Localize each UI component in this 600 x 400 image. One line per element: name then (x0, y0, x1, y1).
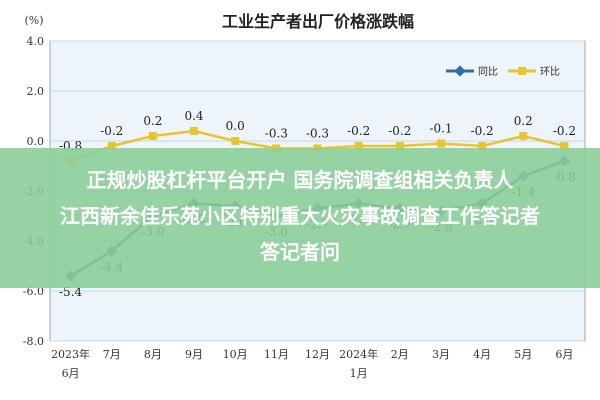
x-tick-label-line: 7月 (103, 348, 121, 361)
chart-title: 工业生产者出厂价格涨跌幅 (222, 12, 414, 31)
x-tick-label: 11月 (264, 348, 289, 361)
legend: 同比 环比 (446, 65, 560, 78)
x-tick-label-line: 3月 (432, 348, 450, 361)
mom-data-label: -0.1 (429, 122, 452, 136)
x-tick-label-line: 4月 (473, 348, 491, 361)
x-tick-labels: 2023年 6月 7月 8月 9月 10月 11月 12月 2024年 1月 2月 3月 4月 5月 6月 (51, 347, 573, 380)
mom-data-label: -0.3 (306, 127, 329, 141)
overlay-line-1: 正规炒股杠杆平台开户 国务院调查组相关负责人 (86, 168, 514, 192)
promo-overlay-band (0, 148, 600, 288)
x-tick-label-line: 8月 (144, 348, 162, 361)
y-tick-label: 2.0 (27, 85, 45, 98)
mom-data-label: -0.3 (265, 127, 288, 141)
x-tick-label: 8月 (144, 348, 162, 361)
mom-data-label: 0.2 (143, 114, 162, 128)
mom-point (395, 142, 404, 150)
legend-label-mom: 环比 (540, 66, 560, 78)
promo-overlay-text[interactable]: 正规炒股杠杆平台开户 国务院调查组相关负责人 江西新余佳乐苑小区特别重大火灾事故… (0, 162, 600, 270)
x-tick-label: 2023年 6月 (51, 347, 90, 380)
x-tick-label: 2024年 1月 (339, 347, 378, 380)
x-tick-label-line: 11月 (264, 348, 289, 361)
legend-marker-mom (518, 67, 526, 75)
mom-point (354, 142, 363, 150)
x-tick-label-line: 2月 (391, 348, 409, 361)
x-tick-label: 2月 (391, 348, 409, 361)
y-tick-label: -8.0 (23, 335, 44, 348)
mom-point (148, 132, 157, 140)
x-tick-label-line: 10月 (223, 348, 248, 361)
x-tick-label-line: 12月 (305, 348, 330, 361)
mom-point (478, 142, 487, 150)
overlay-line-3: 答记者问 (260, 240, 340, 264)
x-tick-label: 9月 (185, 348, 203, 361)
mom-data-label: -0.2 (553, 124, 576, 138)
y-axis-unit: (%) (24, 14, 43, 27)
x-tick-label-line: 1月 (350, 367, 368, 380)
y-tick-label: 0.0 (27, 135, 45, 148)
mom-point (190, 127, 199, 135)
y-tick-label: -6.0 (23, 285, 44, 298)
x-tick-label: 7月 (103, 348, 121, 361)
mom-data-label: 0.0 (226, 119, 245, 133)
x-tick-label: 6月 (555, 348, 573, 361)
mom-point (436, 139, 445, 148)
legend-label-yoy: 同比 (478, 66, 498, 78)
x-tick-label-line: 6月 (62, 367, 80, 380)
x-tick-label-line: 9月 (185, 348, 203, 361)
mom-data-label: 0.4 (184, 109, 203, 123)
mom-data-label: -0.2 (471, 124, 494, 138)
x-tick-label: 5月 (514, 348, 532, 361)
y-tick-label: 4.0 (27, 35, 45, 48)
x-tick-label: 10月 (223, 348, 248, 361)
mom-data-label: -0.2 (347, 124, 370, 138)
x-tick-label-line: 6月 (555, 348, 573, 361)
x-tick-label: 12月 (305, 348, 330, 361)
mom-point (231, 137, 240, 145)
x-tick-label-line: 5月 (514, 348, 532, 361)
x-tick-label-line: 2024年 (339, 347, 378, 361)
mom-point (560, 142, 569, 150)
mom-data-label: 0.2 (514, 114, 533, 128)
yoy-data-label: -5.4 (59, 285, 83, 299)
mom-point (519, 132, 528, 140)
mom-data-label: -0.2 (100, 124, 123, 138)
x-tick-label: 3月 (432, 348, 450, 361)
x-tick-label-line: 2023年 (51, 347, 90, 361)
x-tick-label: 4月 (473, 348, 491, 361)
mom-point (107, 142, 116, 150)
overlay-line-2: 江西新余佳乐苑小区特别重大火灾事故调查工作答记者 (60, 204, 540, 228)
mom-data-label: -0.2 (388, 124, 411, 138)
